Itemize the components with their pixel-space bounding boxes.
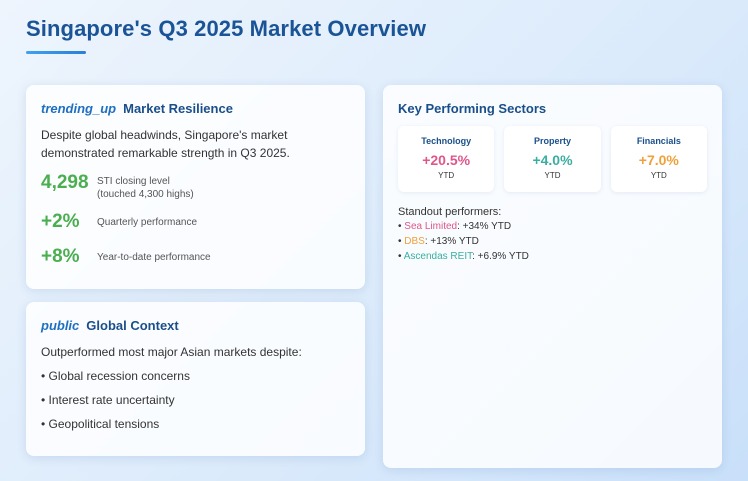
sector-row: Technology +20.5% YTD Property +4.0% YTD…	[398, 126, 707, 192]
global-context-list: • Global recession concerns • Interest r…	[41, 367, 350, 433]
key-sectors-heading: Key Performing Sectors	[398, 101, 547, 116]
market-resilience-heading: trending_up Market Resilience	[41, 101, 350, 116]
trending-up-icon: trending_up	[41, 101, 117, 116]
public-icon: public	[41, 318, 80, 333]
key-sectors-card: Key Performing Sectors Technology +20.5%…	[383, 85, 722, 468]
bullet: •	[398, 221, 405, 232]
stat-label: Year-to-date performance	[97, 252, 211, 263]
stat-ytd: +8% Year-to-date performance	[41, 246, 350, 268]
sector-sub: YTD	[650, 171, 667, 180]
sector-card-financials: Financials +7.0% YTD	[610, 126, 707, 192]
standout-item-sea: • Sea Limited: +34% YTD	[398, 219, 707, 234]
sector-name: Property	[533, 136, 571, 146]
global-context-heading: public Global Context	[41, 318, 350, 333]
stat-label-line1: STI closing level	[97, 176, 170, 187]
sector-sub: YTD	[438, 171, 455, 180]
standout-title: Standout performers:	[398, 206, 502, 218]
standout-detail: : +34% YTD	[457, 221, 512, 232]
list-item: • Global recession concerns	[41, 369, 190, 383]
stat-value: +2%	[41, 211, 80, 232]
market-resilience-card: trending_up Market Resilience Despite gl…	[26, 85, 365, 289]
sector-value: +20.5%	[422, 152, 471, 168]
stat-value: +8%	[41, 246, 80, 267]
global-context-title: Global Context	[86, 318, 179, 333]
bullet: •	[398, 251, 404, 262]
global-context-card: public Global Context Outperformed most …	[26, 302, 365, 456]
sector-name: Financials	[636, 136, 681, 146]
standout-detail: : +6.9% YTD	[472, 251, 529, 262]
stat-quarterly: +2% Quarterly performance	[41, 211, 350, 233]
stat-value: 4,298	[41, 172, 89, 193]
standout-detail: : +13% YTD	[424, 236, 479, 247]
sector-card-technology: Technology +20.5% YTD	[398, 126, 495, 192]
list-item: • Interest rate uncertainty	[41, 393, 175, 407]
stat-sti-closing: 4,298 STI closing level (touched 4,300 h…	[41, 172, 350, 201]
market-resilience-title: Market Resilience	[123, 101, 233, 116]
stat-label: Quarterly performance	[97, 217, 198, 228]
standout-name: Ascendas REIT	[403, 251, 473, 262]
title-underline	[26, 51, 86, 54]
sector-value: +7.0%	[638, 152, 679, 168]
stat-label: STI closing level (touched 4,300 highs)	[97, 172, 194, 201]
sector-value: +4.0%	[532, 152, 573, 168]
standout-item-ascendas: • Ascendas REIT: +6.9% YTD	[398, 249, 707, 264]
market-resilience-description: Despite global headwinds, Singapore's ma…	[41, 128, 290, 160]
sector-name: Technology	[421, 136, 472, 146]
sector-sub: YTD	[544, 171, 561, 180]
standout-item-dbs: • DBS: +13% YTD	[398, 234, 707, 249]
stat-label-line2: (touched 4,300 highs)	[97, 189, 194, 200]
standout-performers: Standout performers: • Sea Limited: +34%…	[398, 205, 707, 264]
page-title: Singapore's Q3 2025 Market Overview	[26, 16, 427, 41]
bullet: •	[398, 236, 405, 247]
global-context-intro: Outperformed most major Asian markets de…	[41, 345, 302, 359]
standout-name: Sea Limited	[404, 221, 458, 232]
list-item: • Geopolitical tensions	[41, 417, 160, 431]
sector-card-property: Property +4.0% YTD	[504, 126, 601, 192]
standout-name: DBS	[404, 236, 425, 247]
